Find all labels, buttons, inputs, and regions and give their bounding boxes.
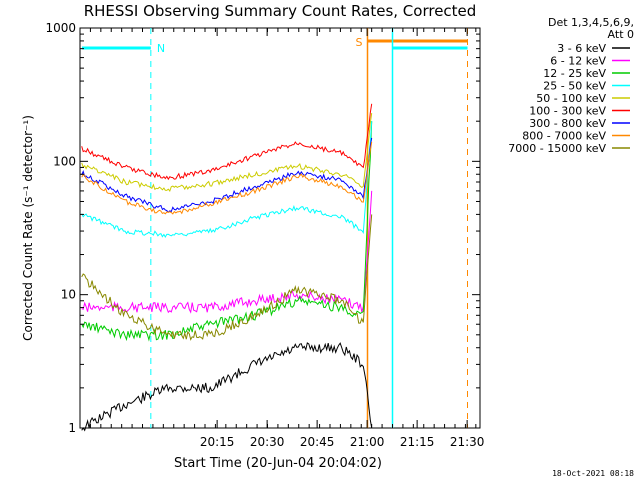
x-tick-label: 21:30 [450, 435, 485, 449]
legend-entry-label: 300 - 800 keV [529, 117, 606, 130]
legend-entry-label: 6 - 12 keV [550, 55, 606, 68]
x-axis-label: Start Time (20-Jun-04 20:04:02) [174, 456, 382, 471]
series-line [81, 141, 373, 215]
saa-label: S [356, 36, 363, 49]
plot-area [79, 27, 481, 429]
y-axis: 1 10 100 1000 [45, 21, 480, 435]
series-line [81, 121, 373, 342]
x-tick-label: 21:00 [350, 435, 385, 449]
legend-entry-label: 50 - 100 keV [536, 92, 606, 105]
legend-entry-label: 800 - 7000 keV [522, 130, 606, 143]
legend-entry-label: 100 - 300 keV [529, 105, 606, 118]
x-tick-label: 20:15 [200, 435, 235, 449]
series-line [81, 103, 373, 181]
series-line [81, 190, 373, 314]
legend-entry-label: 12 - 25 keV [543, 67, 606, 80]
x-tick-label: 20:45 [300, 435, 335, 449]
legend-entry-label: 7000 - 15000 keV [508, 142, 606, 155]
y-tick-label: 100 [53, 154, 76, 168]
footer-timestamp: 18-Oct-2021 08:18 [552, 469, 634, 478]
legend-entry-label: 3 - 6 keV [557, 42, 606, 55]
y-tick-label: 1000 [45, 21, 76, 35]
series-layer [81, 103, 373, 432]
x-tick-label: 20:30 [250, 435, 285, 449]
series-line [81, 214, 373, 341]
series-line [81, 121, 373, 239]
y-axis-label: Corrected Count Rate (s⁻¹ detector⁻¹) [21, 115, 35, 341]
series-line [81, 342, 373, 432]
legend-title-line: Att 0 [608, 28, 634, 41]
x-tick-label: 21:15 [400, 435, 435, 449]
plot-frame [79, 27, 481, 429]
series-line [81, 113, 373, 192]
series-line [81, 137, 373, 213]
x-axis: 20:15 20:30 20:45 21:00 21:15 21:30 [79, 28, 485, 449]
y-tick-label: 10 [61, 288, 76, 302]
legend-title-line: Det 1,3,4,5,6,9, [548, 16, 634, 29]
night-label: N [157, 42, 165, 55]
y-tick-label: 1 [68, 421, 76, 435]
chart-title: RHESSI Observing Summary Count Rates, Co… [84, 2, 477, 20]
legend-entry-label: 25 - 50 keV [543, 80, 606, 93]
